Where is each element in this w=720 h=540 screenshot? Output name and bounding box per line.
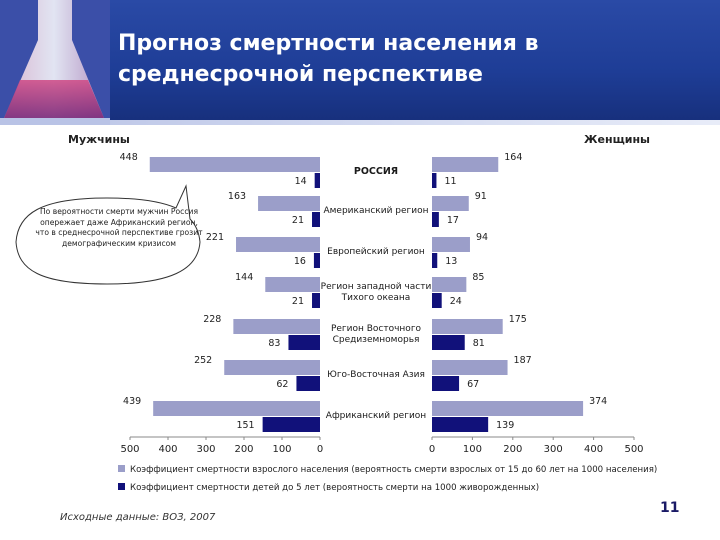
bar-men-adult bbox=[153, 401, 320, 416]
slide-title-line-2: среднесрочной перспективе bbox=[118, 62, 483, 87]
label-men-child: 62 bbox=[276, 379, 288, 390]
label-women-child: 81 bbox=[473, 338, 485, 349]
tick-label-left: 400 bbox=[158, 444, 177, 455]
legend-swatch bbox=[118, 465, 125, 472]
label-men-child: 16 bbox=[294, 256, 306, 267]
bar-women-adult bbox=[432, 157, 499, 172]
bar-men-adult bbox=[224, 360, 320, 375]
callout-text: По вероятности смерти мужчин Россия опер… bbox=[35, 207, 203, 248]
bar-women-adult bbox=[432, 196, 469, 211]
bar-women-adult bbox=[432, 360, 508, 375]
category-label: Средиземноморья bbox=[333, 335, 420, 345]
label-women-child: 24 bbox=[450, 296, 462, 307]
label-women-child: 139 bbox=[496, 420, 514, 431]
category-label: Юго-Восточная Азия bbox=[327, 370, 425, 380]
label-men-adult: 163 bbox=[228, 191, 246, 202]
label-men-child: 151 bbox=[236, 420, 254, 431]
bar-men-adult bbox=[258, 196, 320, 211]
bar-women-child bbox=[432, 417, 489, 432]
bar-women-child bbox=[432, 335, 465, 350]
tick-label-right: 500 bbox=[624, 444, 643, 455]
bar-women-adult bbox=[432, 401, 584, 416]
tick-label-right: 400 bbox=[584, 444, 603, 455]
label-women-child: 17 bbox=[447, 215, 459, 226]
label-women-adult: 187 bbox=[514, 355, 532, 366]
bar-men-adult bbox=[233, 319, 320, 334]
category-label: Африканский регион bbox=[326, 411, 427, 421]
tick-label-left: 500 bbox=[120, 444, 139, 455]
label-women-adult: 91 bbox=[475, 191, 487, 202]
label-men-child: 21 bbox=[292, 215, 304, 226]
label-women-adult: 94 bbox=[476, 232, 488, 243]
tick-label-left: 300 bbox=[196, 444, 215, 455]
label-women-child: 67 bbox=[467, 379, 479, 390]
panel-label-men: Мужчины bbox=[68, 133, 130, 146]
slide-title-line-1: Прогноз смертности населения в bbox=[118, 31, 539, 56]
bar-men-child bbox=[312, 212, 320, 227]
label-women-adult: 374 bbox=[589, 396, 607, 407]
tick-label-right: 300 bbox=[544, 444, 563, 455]
legend-entry: Коэффициент смертности детей до 5 лет (в… bbox=[130, 483, 539, 493]
label-men-child: 83 bbox=[268, 338, 280, 349]
bar-men-adult bbox=[149, 157, 320, 172]
label-men-adult: 228 bbox=[203, 314, 221, 325]
bar-women-child bbox=[432, 293, 442, 308]
tick-label-right: 0 bbox=[429, 444, 435, 455]
label-women-child: 11 bbox=[444, 176, 456, 187]
category-label: Тихого океана bbox=[341, 293, 411, 303]
bar-men-child bbox=[312, 293, 320, 308]
tick-label-right: 200 bbox=[503, 444, 522, 455]
category-label: Европейский регион bbox=[327, 247, 425, 257]
label-men-adult: 448 bbox=[120, 152, 138, 163]
bar-women-child bbox=[432, 376, 460, 391]
label-women-adult: 164 bbox=[504, 152, 522, 163]
category-label: Американский регион bbox=[323, 206, 428, 216]
header-stripe bbox=[0, 120, 720, 125]
tick-label-right: 100 bbox=[463, 444, 482, 455]
panel-label-women: Женщины bbox=[584, 133, 650, 146]
label-women-adult: 175 bbox=[509, 314, 527, 325]
bar-men-child bbox=[314, 173, 320, 188]
label-men-adult: 252 bbox=[194, 355, 212, 366]
label-men-adult: 144 bbox=[235, 272, 253, 283]
bar-men-adult bbox=[236, 237, 320, 252]
label-women-child: 13 bbox=[445, 256, 457, 267]
bar-women-adult bbox=[432, 319, 503, 334]
slide-header bbox=[0, 0, 720, 120]
bar-men-adult bbox=[265, 277, 320, 292]
tick-label-left: 100 bbox=[272, 444, 291, 455]
bar-men-child bbox=[262, 417, 320, 432]
bar-men-child bbox=[313, 253, 320, 268]
label-men-adult: 439 bbox=[123, 396, 141, 407]
label-men-child: 14 bbox=[295, 176, 307, 187]
legend-swatch bbox=[118, 483, 125, 490]
page-number: 11 bbox=[660, 500, 680, 516]
label-men-child: 21 bbox=[292, 296, 304, 307]
category-label: Регион Восточного bbox=[331, 324, 422, 334]
bar-women-child bbox=[432, 212, 439, 227]
tick-label-left: 0 bbox=[317, 444, 323, 455]
source-note: Исходные данные: ВОЗ, 2007 bbox=[60, 512, 216, 523]
label-women-adult: 85 bbox=[472, 272, 484, 283]
label-men-adult: 221 bbox=[206, 232, 224, 243]
bar-women-child bbox=[432, 253, 438, 268]
category-label: Регион западной части bbox=[321, 282, 432, 292]
bar-men-child bbox=[296, 376, 320, 391]
bar-women-child bbox=[432, 173, 437, 188]
bar-men-child bbox=[288, 335, 320, 350]
legend-entry: Коэффициент смертности взрослого населен… bbox=[130, 465, 657, 475]
flask-icon bbox=[0, 0, 110, 125]
bar-women-adult bbox=[432, 277, 467, 292]
callout-bubble bbox=[15, 184, 201, 285]
slide-title: Прогноз смертности населения в среднесро… bbox=[118, 28, 678, 90]
tick-label-left: 200 bbox=[234, 444, 253, 455]
bar-women-adult bbox=[432, 237, 470, 252]
category-label: РОССИЯ bbox=[354, 166, 398, 177]
